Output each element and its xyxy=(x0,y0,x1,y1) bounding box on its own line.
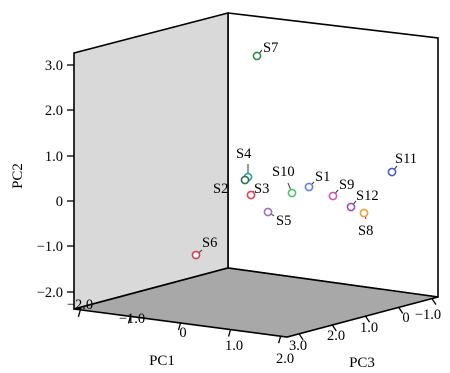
z-tick-mark xyxy=(298,333,304,341)
point-marker xyxy=(359,208,369,218)
point-s7: S7 xyxy=(252,40,278,61)
point-s2: S2 xyxy=(213,175,250,197)
tick-labels: −2.0−1.001.02.03.0−2.0−1.001.02.03.02.0 1… xyxy=(37,58,441,367)
y-tick-label: 0 xyxy=(56,194,63,210)
point-s6: S6 xyxy=(191,235,217,260)
point-s8: S8 xyxy=(358,208,373,239)
point-marker xyxy=(328,191,338,201)
z-tick-mark xyxy=(364,315,371,323)
tick-marks xyxy=(67,64,437,344)
point-label: S8 xyxy=(358,223,373,239)
z-tick-mark xyxy=(431,298,437,305)
point-marker xyxy=(240,175,250,185)
point-marker xyxy=(246,190,256,200)
x-tick-mark xyxy=(227,329,232,337)
z-tick-label: 2.0 xyxy=(327,328,345,344)
point-label: S10 xyxy=(272,164,295,180)
point-marker xyxy=(387,167,397,177)
y-tick-label: 1.0 xyxy=(45,149,63,165)
x-tick-label: −1.0 xyxy=(119,311,145,327)
y-tick-label: 3.0 xyxy=(45,58,63,74)
y-tick-label: 2.0 xyxy=(45,103,63,119)
point-label: S12 xyxy=(356,188,379,204)
x-tick-label: 2.0 xyxy=(276,351,294,367)
point-marker xyxy=(191,250,201,260)
point-label: S2 xyxy=(213,181,228,197)
point-label: S5 xyxy=(276,213,291,229)
x-tick-mark xyxy=(77,309,82,318)
z-axis-title: PC3 xyxy=(349,355,375,371)
z-tick-mark xyxy=(331,324,337,332)
point-marker xyxy=(304,182,314,192)
floor-plane xyxy=(73,267,439,338)
point-marker xyxy=(252,51,262,61)
point-label: S11 xyxy=(395,151,417,167)
z-tick-label: 3.0 xyxy=(289,338,307,354)
z-tick-label: −1.0 xyxy=(415,307,441,323)
point-label: S4 xyxy=(236,146,252,162)
point-label: S6 xyxy=(202,235,217,251)
point-label: S7 xyxy=(263,40,278,56)
point-s1: S1 xyxy=(304,169,330,192)
point-label: S3 xyxy=(254,181,269,197)
point-s12: S12 xyxy=(346,188,379,212)
x-tick-label: −2.0 xyxy=(67,297,93,313)
point-s9: S9 xyxy=(328,177,354,201)
x-tick-mark xyxy=(177,322,182,331)
point-s11: S11 xyxy=(387,151,417,177)
x-tick-mark xyxy=(277,335,282,344)
x-tick-label: 0 xyxy=(179,325,186,341)
point-label: S1 xyxy=(315,169,330,185)
point-label: S9 xyxy=(339,177,354,193)
left-wall xyxy=(73,11,229,311)
x-axis-title: PC1 xyxy=(149,353,175,369)
x-tick-label: 1.0 xyxy=(225,338,243,354)
point-s3: S3 xyxy=(246,181,269,200)
z-tick-label: 0 xyxy=(402,310,409,326)
point-s5: S5 xyxy=(263,207,291,229)
point-marker xyxy=(287,188,297,198)
z-tick-label: 1.0 xyxy=(360,320,378,336)
x-tick-mark xyxy=(127,316,132,324)
point-marker xyxy=(346,202,356,212)
point-marker xyxy=(263,207,273,217)
y-tick-label: −1.0 xyxy=(37,239,63,255)
point-s10: S10 xyxy=(272,164,297,198)
z-tick-mark xyxy=(398,307,404,314)
y-tick-label: −2.0 xyxy=(37,285,63,301)
y-axis-title: PC2 xyxy=(10,163,26,189)
